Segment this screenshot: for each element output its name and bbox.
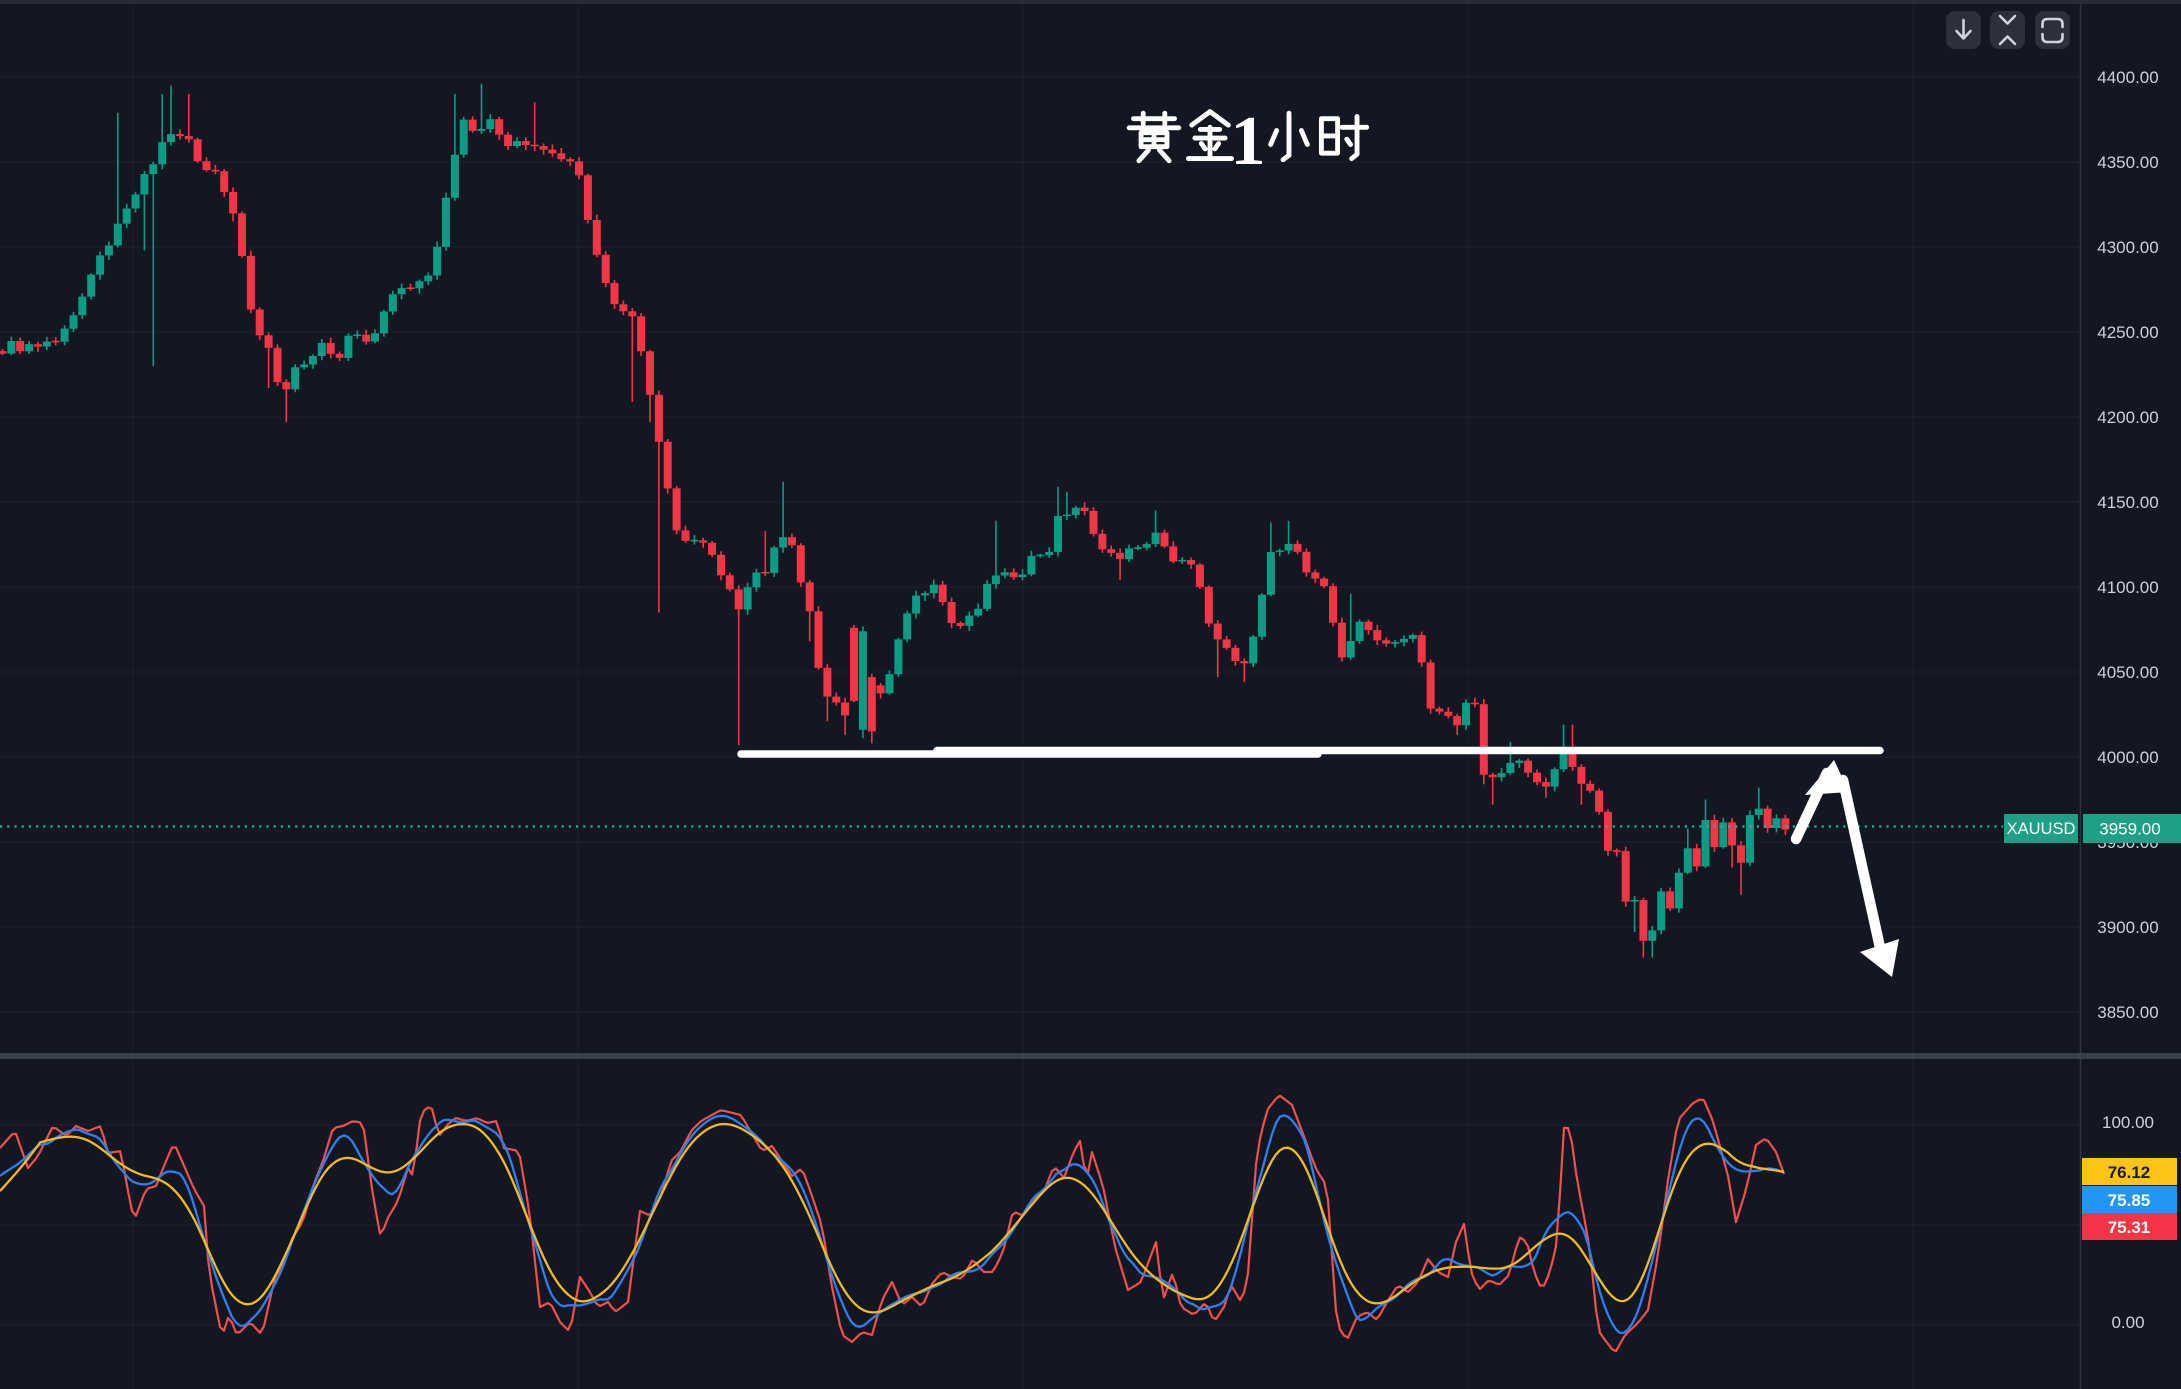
svg-text:4100.00: 4100.00 <box>2097 578 2158 597</box>
svg-text:3850.00: 3850.00 <box>2097 1003 2158 1022</box>
svg-text:4000.00: 4000.00 <box>2097 748 2158 767</box>
svg-text:4150.00: 4150.00 <box>2097 493 2158 512</box>
svg-text:4300.00: 4300.00 <box>2097 238 2158 257</box>
svg-text:4200.00: 4200.00 <box>2097 408 2158 427</box>
svg-text:76.12: 76.12 <box>2108 1163 2151 1182</box>
svg-text:0.00: 0.00 <box>2111 1313 2144 1332</box>
svg-text:4400.00: 4400.00 <box>2097 68 2158 87</box>
svg-text:4350.00: 4350.00 <box>2097 153 2158 172</box>
svg-text:4050.00: 4050.00 <box>2097 663 2158 682</box>
svg-text:100.00: 100.00 <box>2102 1113 2154 1132</box>
svg-text:3900.00: 3900.00 <box>2097 918 2158 937</box>
svg-text:XAUUSD: XAUUSD <box>2007 820 2076 838</box>
svg-text:1: 1 <box>1231 103 1266 180</box>
svg-text:4250.00: 4250.00 <box>2097 323 2158 342</box>
svg-text:3959.00: 3959.00 <box>2099 820 2160 839</box>
svg-text:75.85: 75.85 <box>2108 1191 2151 1210</box>
svg-text:75.31: 75.31 <box>2108 1218 2151 1237</box>
